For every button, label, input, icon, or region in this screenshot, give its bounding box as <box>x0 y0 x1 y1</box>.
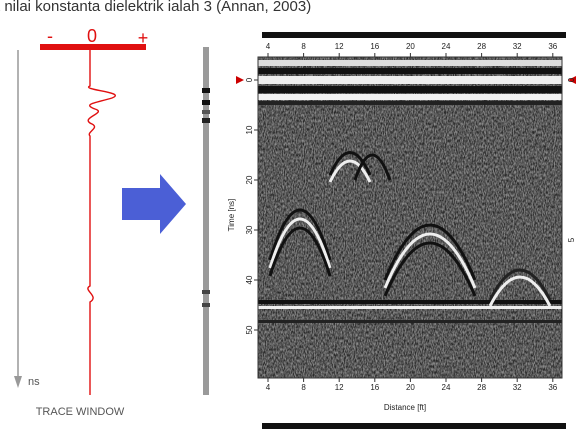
right-tick-label: 0 <box>567 77 576 82</box>
x-tick-label-top: 8 <box>301 42 306 51</box>
strip-band <box>202 88 210 93</box>
x-tick-label-bottom: 32 <box>513 383 522 392</box>
y-tick-label: 50 <box>245 325 254 334</box>
arrow <box>122 174 186 234</box>
strip-band <box>202 110 210 114</box>
caption: t nilai konstanta dielektrik ialah 3 (An… <box>0 0 311 15</box>
trace-wiggle <box>87 50 116 395</box>
plus-sign: + <box>138 28 149 48</box>
x-tick-label-top: 36 <box>548 42 557 51</box>
x-tick-label-top: 4 <box>266 42 271 51</box>
strip-band <box>202 303 210 307</box>
trace-strip <box>203 47 209 395</box>
axis-unit: ns <box>28 376 40 388</box>
axis-arrow <box>14 376 22 388</box>
x-tick-label-top: 20 <box>406 42 415 51</box>
strip-band <box>202 118 210 123</box>
trace-label: TRACE WINDOW <box>36 406 125 418</box>
x-tick-label-bottom: 20 <box>406 383 415 392</box>
x-tick-label-bottom: 4 <box>266 383 271 392</box>
y-axis-label: Time [ns] <box>227 199 236 232</box>
marker <box>568 76 576 84</box>
x-tick-label-bottom: 12 <box>335 383 344 392</box>
x-tick-label-top: 32 <box>513 42 522 51</box>
x-tick-label-bottom: 28 <box>477 383 486 392</box>
minus-sign: - <box>47 26 53 46</box>
radargram-image <box>258 57 562 378</box>
zero-sign: 0 <box>87 26 97 46</box>
x-tick-label-bottom: 16 <box>370 383 379 392</box>
x-tick-label-top: 12 <box>335 42 344 51</box>
y-tick-label: 0 <box>245 77 254 82</box>
x-tick-label-top: 16 <box>370 42 379 51</box>
x-tick-label-top: 24 <box>442 42 451 51</box>
y-tick-label: 40 <box>245 275 254 284</box>
x-tick-label-top: 28 <box>477 42 486 51</box>
y-tick-label: 30 <box>245 225 254 234</box>
x-tick-label-bottom: 8 <box>301 383 306 392</box>
bottom-bar <box>262 423 566 429</box>
x-axis-label: Distance [ft] <box>384 403 426 412</box>
top-bar <box>262 32 566 38</box>
marker <box>236 76 244 84</box>
x-tick-label-bottom: 24 <box>442 383 451 392</box>
strip-band <box>202 100 210 105</box>
x-tick-label-bottom: 36 <box>548 383 557 392</box>
strip-band <box>202 290 210 294</box>
amplitude-bar <box>40 44 146 50</box>
y-tick-label: 20 <box>245 175 254 184</box>
right-tick-label: 5 <box>567 237 576 242</box>
y-tick-label: 10 <box>245 125 254 134</box>
